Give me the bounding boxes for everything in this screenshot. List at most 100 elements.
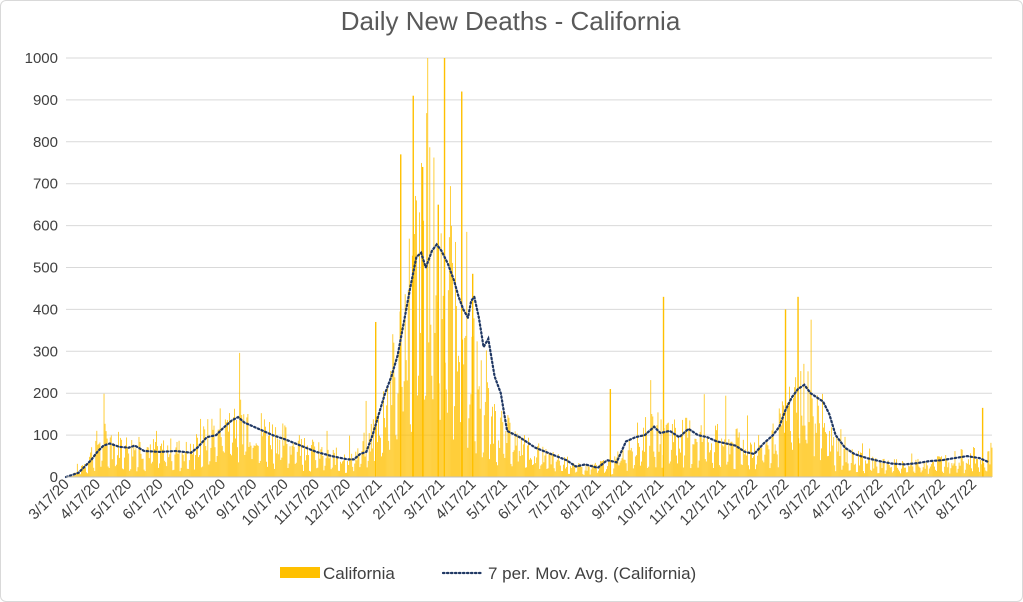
x-axis-ticks: 3/17/204/17/205/17/206/17/207/17/208/17/…	[25, 476, 980, 529]
daily-bar	[503, 453, 505, 477]
daily-bar	[865, 460, 866, 477]
daily-bar	[723, 446, 725, 477]
daily-bar	[118, 431, 119, 477]
daily-bar	[201, 467, 203, 477]
daily-bar	[736, 428, 738, 477]
daily-bar	[719, 465, 721, 477]
daily-bar	[671, 423, 673, 477]
daily-bar	[505, 430, 507, 477]
daily-bar	[702, 438, 704, 477]
daily-bar	[92, 459, 94, 477]
daily-bar	[165, 462, 167, 477]
daily-bar	[799, 443, 801, 477]
daily-bar	[514, 431, 516, 477]
daily-bar	[364, 456, 366, 477]
daily-bar	[682, 419, 684, 477]
daily-bar	[515, 445, 517, 477]
daily-bar	[181, 452, 183, 477]
daily-bar	[166, 466, 168, 477]
daily-bar	[252, 447, 254, 477]
daily-bar	[135, 448, 137, 477]
daily-bar	[652, 416, 654, 477]
daily-bar	[188, 460, 190, 477]
daily-bar	[825, 432, 826, 477]
daily-bar	[144, 471, 146, 477]
daily-bar	[243, 414, 245, 477]
daily-bar	[535, 463, 537, 477]
daily-bar	[550, 464, 552, 477]
daily-bar	[937, 456, 938, 477]
daily-bar	[759, 445, 761, 477]
daily-bar	[424, 399, 426, 477]
daily-bar	[978, 467, 980, 477]
daily-bar	[655, 467, 657, 477]
daily-bar	[343, 460, 344, 477]
daily-bar	[859, 465, 860, 477]
daily-bar	[899, 471, 900, 477]
daily-bar	[715, 425, 716, 477]
daily-bar	[143, 469, 145, 477]
daily-bar	[152, 439, 154, 477]
daily-bar	[513, 450, 515, 477]
daily-bar	[781, 401, 783, 477]
daily-bar	[786, 421, 787, 477]
daily-bar	[773, 453, 775, 477]
daily-bar	[837, 451, 839, 477]
daily-bar	[943, 472, 945, 477]
daily-bar	[287, 468, 289, 477]
daily-bar	[576, 471, 578, 477]
daily-bar	[775, 450, 777, 477]
daily-bar	[988, 451, 990, 477]
legend-label-california: California	[323, 564, 395, 583]
daily-bar	[876, 466, 878, 477]
daily-bar	[970, 453, 971, 477]
daily-bar	[963, 473, 965, 477]
daily-bar	[931, 461, 933, 477]
daily-bar	[258, 463, 260, 477]
daily-bar	[276, 453, 278, 477]
daily-bar	[854, 463, 856, 477]
daily-bar	[312, 439, 314, 477]
daily-bar	[526, 467, 527, 477]
daily-bar	[984, 467, 986, 477]
daily-bar	[479, 408, 481, 477]
daily-bar	[229, 413, 230, 477]
daily-bar	[722, 445, 724, 477]
daily-bar	[387, 388, 389, 477]
daily-bar	[864, 473, 865, 477]
daily-bar	[853, 464, 855, 477]
daily-bar	[817, 405, 819, 477]
daily-bar	[84, 464, 85, 477]
daily-bar	[536, 457, 538, 477]
daily-bar	[896, 459, 897, 477]
daily-bar	[679, 448, 680, 477]
daily-bar	[879, 460, 881, 477]
daily-bar	[468, 418, 470, 477]
daily-bar	[391, 405, 393, 477]
daily-bar	[365, 400, 367, 477]
daily-bar	[828, 455, 829, 477]
daily-bar	[944, 466, 946, 477]
daily-bar	[370, 423, 372, 477]
daily-bar	[114, 466, 116, 477]
daily-bar	[136, 471, 138, 477]
daily-bar	[611, 474, 613, 477]
daily-bar	[890, 466, 892, 477]
daily-bar	[622, 447, 624, 477]
daily-bar	[696, 442, 698, 477]
daily-bar	[556, 459, 558, 477]
daily-bar	[827, 456, 828, 477]
daily-bar	[924, 468, 926, 477]
daily-bar	[223, 452, 225, 477]
daily-bar	[83, 466, 84, 477]
daily-bar	[811, 398, 813, 477]
daily-bar	[623, 459, 625, 477]
daily-bar	[184, 452, 186, 477]
daily-bar	[958, 462, 960, 477]
daily-bar	[539, 468, 541, 477]
daily-bar	[486, 382, 488, 477]
daily-bar	[814, 423, 816, 477]
daily-bar	[651, 413, 653, 477]
daily-bar	[458, 355, 459, 477]
daily-bar	[888, 465, 890, 477]
